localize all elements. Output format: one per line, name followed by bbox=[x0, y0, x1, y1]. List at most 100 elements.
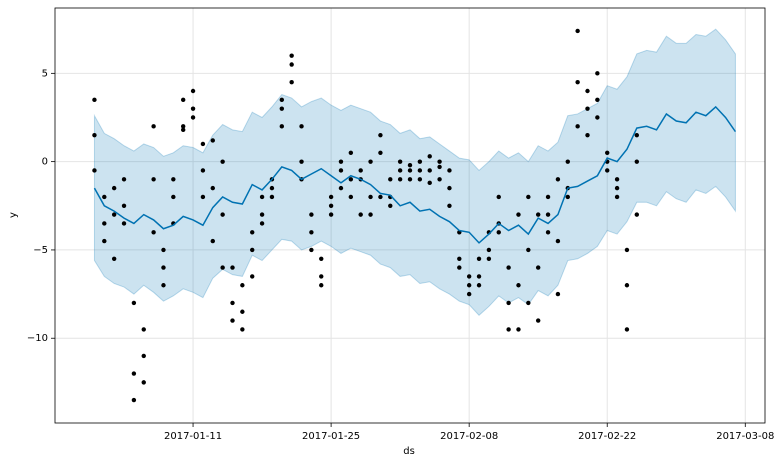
data-point bbox=[259, 194, 265, 200]
data-point bbox=[161, 283, 166, 288]
x-tick-label: 2017-02-22 bbox=[578, 431, 636, 442]
data-point bbox=[614, 185, 620, 191]
data-point bbox=[111, 256, 117, 261]
data-point bbox=[279, 124, 285, 129]
data-point bbox=[269, 194, 275, 200]
data-point bbox=[309, 247, 314, 253]
data-point bbox=[447, 168, 452, 173]
data-point bbox=[141, 327, 146, 332]
data-point bbox=[338, 159, 344, 164]
data-point bbox=[102, 194, 107, 200]
data-point bbox=[220, 212, 225, 217]
data-point bbox=[526, 300, 531, 306]
data-point bbox=[259, 221, 265, 226]
data-point bbox=[535, 318, 541, 323]
y-tick-label: 0 bbox=[42, 157, 48, 168]
data-point bbox=[102, 238, 107, 244]
data-point bbox=[220, 159, 225, 164]
data-point bbox=[319, 256, 324, 261]
data-point bbox=[319, 283, 324, 288]
data-point bbox=[595, 115, 600, 120]
data-point bbox=[506, 265, 511, 270]
data-point bbox=[457, 265, 462, 270]
data-point bbox=[111, 185, 117, 191]
data-point bbox=[348, 194, 354, 200]
data-point bbox=[180, 124, 186, 129]
data-point bbox=[279, 106, 285, 111]
data-point bbox=[388, 177, 393, 182]
data-point bbox=[131, 397, 137, 403]
data-point bbox=[259, 212, 265, 217]
data-point bbox=[595, 97, 600, 103]
data-point bbox=[92, 132, 97, 138]
data-point bbox=[427, 154, 432, 159]
data-point bbox=[319, 274, 324, 279]
data-point bbox=[378, 150, 383, 156]
data-point bbox=[506, 327, 511, 332]
data-point bbox=[466, 274, 472, 279]
x-tick-label: 2017-02-08 bbox=[440, 431, 498, 442]
data-point bbox=[427, 168, 432, 173]
data-point bbox=[92, 168, 97, 173]
data-point bbox=[526, 194, 531, 200]
data-point bbox=[131, 300, 137, 306]
data-point bbox=[131, 371, 137, 376]
data-point bbox=[240, 283, 245, 288]
data-point bbox=[279, 97, 285, 103]
y-tick-label: −10 bbox=[27, 333, 48, 344]
x-tick-label: 2017-01-25 bbox=[302, 431, 360, 442]
data-point bbox=[190, 88, 196, 94]
data-point bbox=[328, 212, 334, 217]
x-tick-label: 2017-01-11 bbox=[164, 431, 222, 442]
data-point bbox=[368, 159, 373, 164]
data-point bbox=[210, 138, 215, 143]
data-point bbox=[210, 185, 215, 191]
data-point bbox=[476, 274, 482, 279]
data-point bbox=[102, 221, 107, 226]
data-point bbox=[328, 194, 334, 200]
data-point bbox=[437, 164, 442, 170]
data-point bbox=[190, 115, 196, 120]
data-point bbox=[486, 256, 492, 261]
data-point bbox=[121, 221, 127, 226]
data-point bbox=[447, 185, 452, 191]
data-point bbox=[151, 230, 156, 235]
data-point bbox=[624, 247, 630, 253]
data-point bbox=[496, 230, 501, 235]
data-point bbox=[171, 177, 176, 182]
data-point bbox=[92, 97, 97, 103]
data-point bbox=[516, 212, 521, 217]
data-point bbox=[417, 168, 423, 173]
data-point bbox=[624, 283, 630, 288]
data-point bbox=[328, 203, 334, 208]
data-point bbox=[417, 177, 423, 182]
data-point bbox=[309, 230, 314, 235]
data-point bbox=[466, 283, 472, 288]
data-point bbox=[535, 265, 541, 270]
data-point bbox=[358, 212, 363, 217]
data-point bbox=[200, 168, 206, 173]
data-point bbox=[417, 159, 423, 164]
x-axis-label: ds bbox=[403, 446, 415, 457]
data-point bbox=[634, 132, 640, 138]
data-point bbox=[545, 194, 551, 200]
data-point bbox=[358, 168, 363, 173]
data-point bbox=[180, 97, 186, 103]
data-point bbox=[575, 28, 580, 34]
plot-frame bbox=[54, 7, 766, 424]
data-point bbox=[585, 106, 590, 111]
data-point bbox=[121, 203, 127, 208]
data-point bbox=[348, 177, 354, 182]
data-point bbox=[289, 79, 294, 85]
data-point bbox=[200, 194, 206, 200]
data-point bbox=[555, 291, 561, 297]
data-point bbox=[407, 177, 413, 182]
data-point bbox=[476, 283, 482, 288]
data-point bbox=[526, 247, 531, 253]
data-point bbox=[240, 309, 245, 314]
data-point bbox=[161, 247, 166, 253]
data-point bbox=[595, 71, 600, 76]
data-point bbox=[250, 274, 255, 279]
data-point bbox=[299, 124, 304, 129]
data-point bbox=[171, 194, 176, 200]
